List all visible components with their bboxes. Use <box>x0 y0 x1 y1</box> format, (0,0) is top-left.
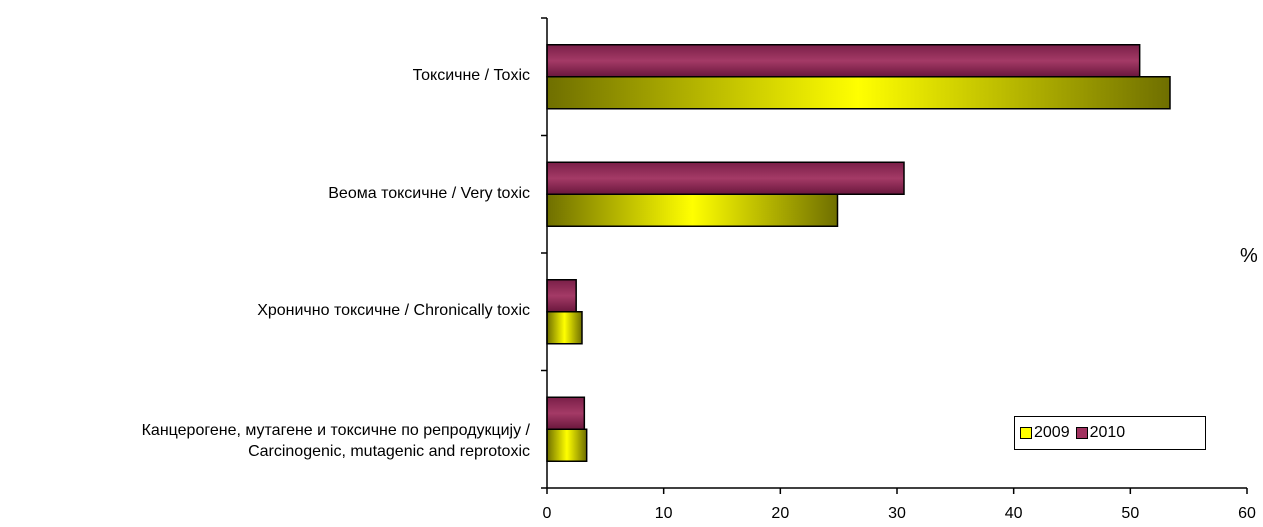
bar-2010-2 <box>546 161 905 195</box>
bar-2009-4 <box>546 428 588 462</box>
x-tick-label-1: 10 <box>655 505 673 522</box>
legend-swatch-2010 <box>1075 427 1088 439</box>
x-tick-label-5: 50 <box>1121 505 1139 522</box>
legend: 2009 2010 <box>1014 416 1206 450</box>
category-label-line: Канцерогене, мутагене и токсичне по репр… <box>141 422 530 440</box>
x-tick-label-3: 30 <box>888 505 906 522</box>
legend-item-2009: 2009 <box>1020 424 1070 442</box>
category-label-line: Токсичне / Toxic <box>412 67 530 85</box>
category-label-2: Веома токсичне / Very toxic <box>0 183 530 204</box>
bar-2010-1 <box>546 44 1141 78</box>
legend-label-2010: 2010 <box>1089 424 1126 441</box>
x-tick-label-2: 20 <box>771 505 789 522</box>
x-tick-label-6: 60 <box>1238 505 1256 522</box>
legend-label-2009: 2009 <box>1034 424 1070 441</box>
category-label-line: Carcinogenic, mutagenic and reprotoxic <box>248 443 530 461</box>
category-label-1: Токсичне / Toxic <box>0 65 530 86</box>
category-label-line: Хронично токсичне / Chronically toxic <box>257 302 530 320</box>
x-tick-label-4: 40 <box>1005 505 1023 522</box>
category-label-4: Канцерогене, мутагене и токсичне по репр… <box>0 420 530 462</box>
bars-group <box>546 44 1171 462</box>
axes-group: 0 10 20 30 40 50 60 <box>541 17 1256 522</box>
bar-2010-3 <box>546 279 577 313</box>
bar-2009-3 <box>546 311 583 345</box>
bar-2009-1 <box>546 76 1171 110</box>
unit-label: % <box>1240 245 1258 267</box>
category-label-3: Хронично токсичне / Chronically toxic <box>0 300 530 321</box>
legend-swatch-2009 <box>1020 427 1032 439</box>
legend-item-2010: 2010 <box>1075 424 1126 442</box>
x-tick-label-0: 0 <box>543 505 552 522</box>
category-label-line: Веома токсичне / Very toxic <box>328 184 530 202</box>
bar-2010-4 <box>546 396 586 430</box>
bar-2009-2 <box>546 193 839 227</box>
